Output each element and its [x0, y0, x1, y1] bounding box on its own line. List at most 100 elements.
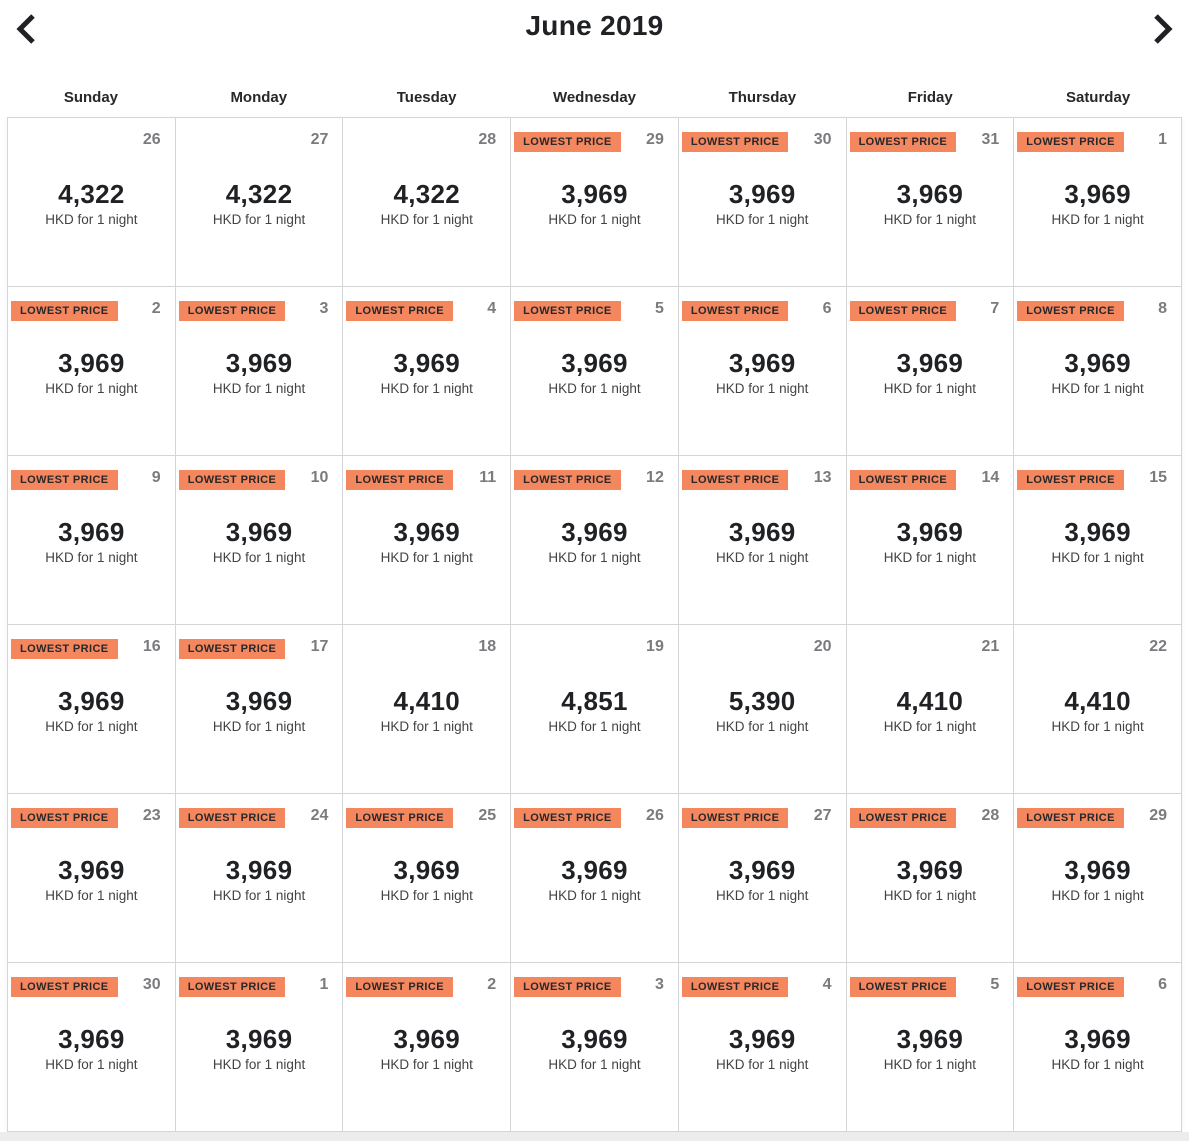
- lowest-price-badge: LOWEST PRICE: [681, 301, 789, 321]
- next-month-button[interactable]: [1145, 8, 1181, 50]
- calendar-day-cell[interactable]: LOWEST PRICE 1 3,969 HKD for 1 night: [1014, 118, 1182, 287]
- calendar-day-cell[interactable]: LOWEST PRICE 4 3,969 HKD for 1 night: [343, 287, 512, 456]
- price-block: 3,969 HKD for 1 night: [176, 856, 343, 903]
- day-price: 3,969: [393, 855, 461, 885]
- lowest-price-badge: LOWEST PRICE: [346, 808, 453, 828]
- calendar-day-cell[interactable]: LOWEST PRICE 2 3,969 HKD for 1 night: [8, 287, 176, 456]
- price-block: 3,969 HKD for 1 night: [511, 349, 678, 396]
- calendar-day-cell[interactable]: LOWEST PRICE 5 3,969 HKD for 1 night: [511, 287, 679, 456]
- calendar-day-cell[interactable]: LOWEST PRICE 13 3,969 HKD for 1 night: [678, 456, 847, 625]
- calendar-day-cell[interactable]: LOWEST PRICE 11 3,969 HKD for 1 night: [343, 456, 512, 625]
- price-unit-label: HKD for 1 night: [1051, 380, 1144, 396]
- day-price: 3,969: [728, 517, 796, 547]
- calendar-day-cell[interactable]: 18 4,410 HKD for 1 night: [343, 625, 512, 794]
- weekday-header-friday: Friday: [907, 89, 953, 106]
- calendar-day-cell[interactable]: LOWEST PRICE 14 3,969 HKD for 1 night: [846, 456, 1015, 625]
- day-price: 3,969: [728, 348, 796, 378]
- calendar-day-cell[interactable]: LOWEST PRICE 15 3,969 HKD for 1 night: [1014, 456, 1182, 625]
- calendar-day-cell[interactable]: LOWEST PRICE 3 3,969 HKD for 1 night: [175, 287, 344, 456]
- calendar-day-cell[interactable]: 22 4,410 HKD for 1 night: [1014, 625, 1182, 794]
- price-block: 4,851 HKD for 1 night: [511, 687, 678, 734]
- calendar-day-cell[interactable]: LOWEST PRICE 16 3,969 HKD for 1 night: [8, 625, 176, 794]
- day-number: 20: [813, 638, 832, 655]
- calendar-day-cell[interactable]: LOWEST PRICE 6 3,969 HKD for 1 night: [1014, 963, 1182, 1132]
- day-price: 3,969: [58, 348, 125, 378]
- calendar-day-cell[interactable]: LOWEST PRICE 31 3,969 HKD for 1 night: [846, 118, 1015, 287]
- price-block: 3,969 HKD for 1 night: [1014, 1025, 1181, 1072]
- day-number: 5: [990, 976, 1000, 993]
- lowest-price-badge: LOWEST PRICE: [178, 639, 286, 659]
- month-title: June 2019: [525, 10, 664, 41]
- calendar-day-cell[interactable]: LOWEST PRICE 2 3,969 HKD for 1 night: [343, 963, 512, 1132]
- calendar-day-cell[interactable]: LOWEST PRICE 5 3,969 HKD for 1 night: [846, 963, 1015, 1132]
- calendar-day-cell[interactable]: 21 4,410 HKD for 1 night: [846, 625, 1015, 794]
- price-unit-label: HKD for 1 night: [548, 1056, 641, 1072]
- calendar-day-cell[interactable]: 28 4,322 HKD for 1 night: [343, 118, 512, 287]
- calendar-day-cell[interactable]: LOWEST PRICE 30 3,969 HKD for 1 night: [678, 118, 847, 287]
- price-block: 3,969 HKD for 1 night: [679, 856, 846, 903]
- lowest-price-badge: LOWEST PRICE: [849, 470, 957, 490]
- price-unit-label: HKD for 1 night: [45, 380, 138, 396]
- calendar-day-cell[interactable]: LOWEST PRICE 29 3,969 HKD for 1 night: [1014, 794, 1182, 963]
- day-price: 3,969: [393, 1024, 461, 1054]
- calendar-day-cell[interactable]: LOWEST PRICE 1 3,969 HKD for 1 night: [175, 963, 344, 1132]
- calendar-day-cell[interactable]: LOWEST PRICE 29 3,969 HKD for 1 night: [511, 118, 679, 287]
- day-price: 3,969: [728, 1024, 796, 1054]
- calendar-day-cell[interactable]: LOWEST PRICE 4 3,969 HKD for 1 night: [678, 963, 847, 1132]
- calendar-day-cell[interactable]: LOWEST PRICE 12 3,969 HKD for 1 night: [511, 456, 679, 625]
- previous-month-button[interactable]: [8, 8, 44, 50]
- weekday-header-tuesday: Tuesday: [396, 89, 457, 106]
- calendar-day-cell[interactable]: 19 4,851 HKD for 1 night: [511, 625, 679, 794]
- price-block: 3,969 HKD for 1 night: [679, 1025, 846, 1072]
- calendar-day-cell[interactable]: LOWEST PRICE 17 3,969 HKD for 1 night: [175, 625, 344, 794]
- calendar-day-cell[interactable]: LOWEST PRICE 10 3,969 HKD for 1 night: [175, 456, 344, 625]
- lowest-price-badge: LOWEST PRICE: [681, 470, 789, 490]
- price-block: 3,969 HKD for 1 night: [511, 856, 678, 903]
- calendar-day-cell[interactable]: 26 4,322 HKD for 1 night: [8, 118, 176, 287]
- price-block: 3,969 HKD for 1 night: [511, 518, 678, 565]
- calendar-day-cell[interactable]: LOWEST PRICE 27 3,969 HKD for 1 night: [678, 794, 847, 963]
- calendar-day-cell[interactable]: LOWEST PRICE 7 3,969 HKD for 1 night: [846, 287, 1015, 456]
- calendar-topbar: June 2019: [0, 0, 1189, 64]
- calendar-day-cell[interactable]: LOWEST PRICE 23 3,969 HKD for 1 night: [8, 794, 176, 963]
- day-number: 12: [646, 469, 664, 486]
- price-block: 3,969 HKD for 1 night: [343, 349, 510, 396]
- day-price: 3,969: [728, 855, 796, 885]
- price-unit-label: HKD for 1 night: [548, 549, 641, 565]
- calendar-day-cell[interactable]: LOWEST PRICE 3 3,969 HKD for 1 night: [511, 963, 679, 1132]
- day-price: 3,969: [58, 1024, 125, 1054]
- price-unit-label: HKD for 1 night: [380, 887, 473, 903]
- price-block: 3,969 HKD for 1 night: [176, 349, 343, 396]
- price-unit-label: HKD for 1 night: [883, 211, 977, 227]
- price-unit-label: HKD for 1 night: [45, 887, 138, 903]
- price-unit-label: HKD for 1 night: [548, 718, 641, 734]
- day-price: 5,390: [728, 686, 796, 716]
- calendar-day-cell[interactable]: 20 5,390 HKD for 1 night: [678, 625, 847, 794]
- day-number: 13: [813, 469, 832, 486]
- price-unit-label: HKD for 1 night: [883, 549, 977, 565]
- calendar-day-cell[interactable]: LOWEST PRICE 25 3,969 HKD for 1 night: [343, 794, 512, 963]
- day-price: 3,969: [561, 855, 628, 885]
- day-price: 3,969: [561, 1024, 628, 1054]
- calendar-day-cell[interactable]: LOWEST PRICE 28 3,969 HKD for 1 night: [846, 794, 1015, 963]
- day-price: 3,969: [58, 517, 125, 547]
- calendar-day-cell[interactable]: LOWEST PRICE 24 3,969 HKD for 1 night: [175, 794, 344, 963]
- calendar-day-cell[interactable]: 27 4,322 HKD for 1 night: [175, 118, 344, 287]
- calendar-day-cell[interactable]: LOWEST PRICE 6 3,969 HKD for 1 night: [678, 287, 847, 456]
- calendar-day-cell[interactable]: LOWEST PRICE 8 3,969 HKD for 1 night: [1014, 287, 1182, 456]
- price-block: 4,322 HKD for 1 night: [8, 180, 175, 227]
- calendar-day-cell[interactable]: LOWEST PRICE 26 3,969 HKD for 1 night: [511, 794, 679, 963]
- price-block: 3,969 HKD for 1 night: [511, 180, 678, 227]
- price-block: 3,969 HKD for 1 night: [343, 518, 510, 565]
- price-block: 4,322 HKD for 1 night: [176, 180, 343, 227]
- lowest-price-badge: LOWEST PRICE: [849, 301, 957, 321]
- calendar-day-cell[interactable]: LOWEST PRICE 9 3,969 HKD for 1 night: [8, 456, 176, 625]
- day-number: 28: [981, 807, 1000, 824]
- day-price: 3,969: [225, 348, 293, 378]
- day-number: 30: [142, 976, 161, 993]
- price-unit-label: HKD for 1 night: [1051, 887, 1144, 903]
- day-number: 11: [479, 469, 497, 486]
- price-unit-label: HKD for 1 night: [716, 380, 809, 396]
- lowest-price-badge: LOWEST PRICE: [178, 301, 286, 321]
- calendar-day-cell[interactable]: LOWEST PRICE 30 3,969 HKD for 1 night: [8, 963, 176, 1132]
